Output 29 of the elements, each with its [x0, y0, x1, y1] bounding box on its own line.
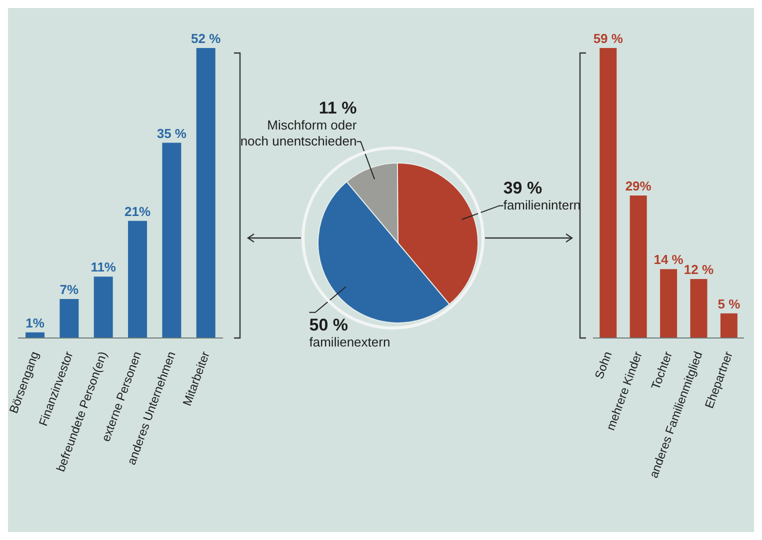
- data-label: 11%: [90, 260, 116, 275]
- data-label: 14 %: [654, 252, 684, 268]
- bar: [660, 269, 678, 338]
- bar: [630, 195, 647, 338]
- bar: [162, 142, 182, 338]
- bar: [196, 48, 216, 338]
- data-label: 11 %: [318, 98, 357, 118]
- data-label: 1%: [26, 315, 45, 330]
- data-label: 50 %: [309, 315, 348, 334]
- data-label: 29%: [625, 178, 652, 194]
- bar: [60, 298, 79, 338]
- bar: [26, 332, 45, 338]
- data-label: 5 %: [718, 296, 741, 312]
- slice-label: familienextern: [309, 334, 390, 350]
- bar: [720, 313, 738, 338]
- data-label: 52 %: [191, 31, 222, 46]
- data-label: 35 %: [156, 126, 187, 141]
- bar: [690, 279, 708, 338]
- slice-label: Mischform oder noch unentschieden: [240, 118, 358, 149]
- slice-label: familienintern: [503, 198, 581, 213]
- bar: [600, 48, 617, 338]
- data-label: 39 %: [503, 178, 542, 198]
- data-label: 7%: [60, 282, 80, 297]
- data-label: 59 %: [593, 31, 624, 46]
- data-label: 12 %: [684, 262, 714, 278]
- bar: [128, 220, 148, 338]
- x-tick-label: Sohn: [592, 350, 615, 381]
- data-label: 21%: [124, 204, 151, 219]
- bar: [94, 276, 113, 338]
